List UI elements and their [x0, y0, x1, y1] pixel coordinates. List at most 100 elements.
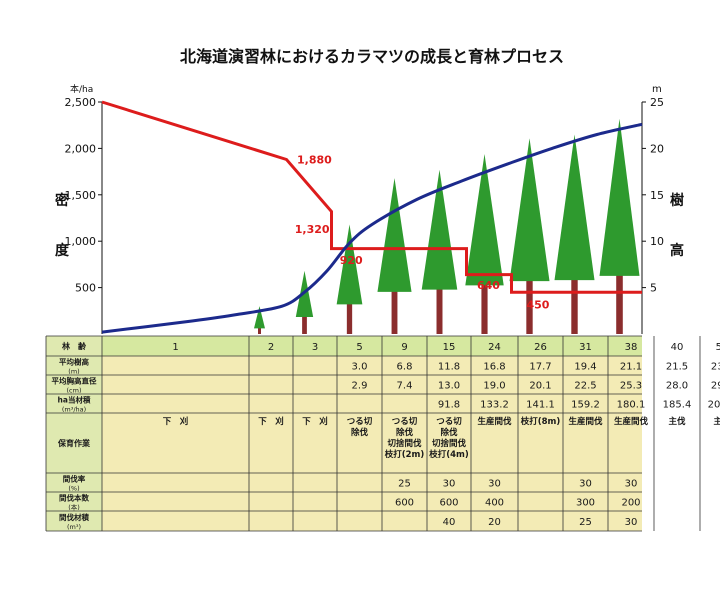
table-cell: 22.5 [574, 381, 596, 392]
table-cell: 200 [621, 498, 640, 509]
table-cell: 24 [488, 342, 501, 353]
table-row-label-bg [46, 492, 102, 511]
density-data-label: 920 [340, 254, 363, 267]
table-cell: 400 [485, 498, 504, 509]
table-cell-line: 生産間伐 [477, 416, 512, 427]
left-tick-label: 500 [75, 282, 96, 295]
table-cell: 40 [443, 517, 456, 528]
table-cell: 38 [625, 342, 638, 353]
table-cell: 23.2 [711, 362, 720, 373]
table-cell-line: 下 刈 [258, 416, 284, 427]
density-data-label: 450 [527, 298, 550, 311]
table-cell: 11.8 [438, 362, 460, 373]
table-cell: 204.8 [708, 400, 720, 411]
table-cell: 19.0 [483, 381, 505, 392]
table-row-label: ha当材積 [58, 395, 91, 405]
series-lines [101, 100, 643, 334]
table-cell: 141.1 [526, 400, 555, 411]
table-row-label: 間伐材積 [59, 512, 89, 522]
table-cell-line: 切捨間伐 [387, 438, 422, 449]
table-row-label-bg [46, 336, 102, 356]
table-cell: 159.2 [571, 400, 600, 411]
height-curve [101, 122, 643, 334]
table-cell-line: 生産間伐 [568, 416, 603, 427]
table-cell: 1 [172, 342, 178, 353]
left-axis-label-2: 度 [55, 242, 70, 259]
table-cell: 300 [576, 498, 595, 509]
table-cell: 28.0 [666, 381, 688, 392]
table-cell: 2 [268, 342, 274, 353]
table-row-label-bg [46, 356, 102, 375]
tree-icon [554, 134, 595, 281]
table-cell: 30 [579, 479, 592, 490]
table-cell: 9 [401, 342, 407, 353]
table-cell: 185.4 [663, 400, 692, 411]
density-data-label: 1,320 [295, 223, 330, 236]
table-row-label-bg [46, 394, 102, 413]
table-cell: 3 [312, 342, 318, 353]
table-cell-line: 主伐 [668, 416, 686, 427]
table-cell: 600 [439, 498, 458, 509]
table-cell: 30 [443, 479, 456, 490]
tree-trunk [346, 290, 353, 334]
table-cell: 30 [625, 479, 638, 490]
table-cell-line: 除伐 [440, 427, 458, 438]
table-cell: 15 [443, 342, 456, 353]
table-cell: 29.1 [711, 381, 720, 392]
tree-icon [253, 306, 266, 329]
left-tick-label: 1,500 [65, 189, 97, 202]
table-row-unit: (m³) [67, 523, 81, 531]
table-cell-line: つる切 [347, 416, 373, 427]
table-cell: 25 [398, 479, 411, 490]
table-cell: 600 [395, 498, 414, 509]
table-cell: 21.1 [620, 362, 642, 373]
table-cell-line: 除伐 [351, 427, 369, 438]
tree-trunk [302, 308, 307, 334]
table-cell: 20.1 [529, 381, 551, 392]
right-tick-label: 5 [650, 282, 657, 295]
table-cell: 25 [579, 517, 592, 528]
tree-icon [509, 138, 550, 282]
table-cell: 6.8 [397, 362, 413, 373]
tree-icons [253, 118, 640, 334]
table-cell: 5 [356, 342, 362, 353]
table-cell-line: 切捨間伐 [432, 438, 467, 449]
right-tick-label: 20 [650, 142, 664, 155]
data-table: 林 齢 1 2 3 5 9 15 24 26 31 38 40 50 平均樹高(m) 3.0 6.8 11.8 1… [45, 335, 720, 532]
table-row-label: 間伐率 [63, 474, 86, 484]
left-tick-label: 1,000 [65, 235, 97, 248]
right-axis-unit: m [652, 84, 662, 95]
table-row-label: 林 齢 [62, 341, 87, 351]
density-line [101, 100, 642, 294]
table-cell: 2.9 [352, 381, 368, 392]
table-row-unit: (%) [68, 485, 79, 493]
right-axis-label-1: 樹 [670, 192, 684, 209]
table-cell: 31 [579, 342, 592, 353]
tree-trunk [481, 261, 488, 334]
table-cell-line: 生産間伐 [614, 416, 649, 427]
tree-trunk [391, 271, 398, 334]
table-row-label: 平均胸高直径 [52, 376, 97, 386]
table-cell-line: 下 刈 [302, 416, 328, 427]
table-row-label: 間伐本数 [59, 493, 89, 503]
left-tick-label: 2,500 [65, 96, 97, 109]
table-row-label-bg [46, 375, 102, 394]
tree-icon [377, 178, 412, 292]
table-cell-line: 枝打(8m) [520, 416, 561, 427]
tree-icon [421, 169, 458, 290]
table-cell-line: 下 刈 [163, 416, 189, 427]
tree-icon [465, 153, 504, 286]
right-tick-label: 15 [650, 189, 664, 202]
table-cell: 25.3 [620, 381, 642, 392]
table-cell: 180.1 [617, 400, 646, 411]
table-cell: 7.4 [397, 381, 413, 392]
table-row-unit: (m³/ha) [62, 406, 86, 414]
right-tick-label: 25 [650, 96, 664, 109]
density-data-label: 1,880 [297, 154, 332, 167]
table-cell: 3.0 [352, 362, 368, 373]
table-cell: 30 [625, 517, 638, 528]
tree-trunk [571, 254, 578, 334]
table-row-label: 平均樹高 [59, 357, 89, 367]
density-data-label: 640 [477, 279, 500, 292]
table-cell: 17.7 [529, 362, 551, 373]
